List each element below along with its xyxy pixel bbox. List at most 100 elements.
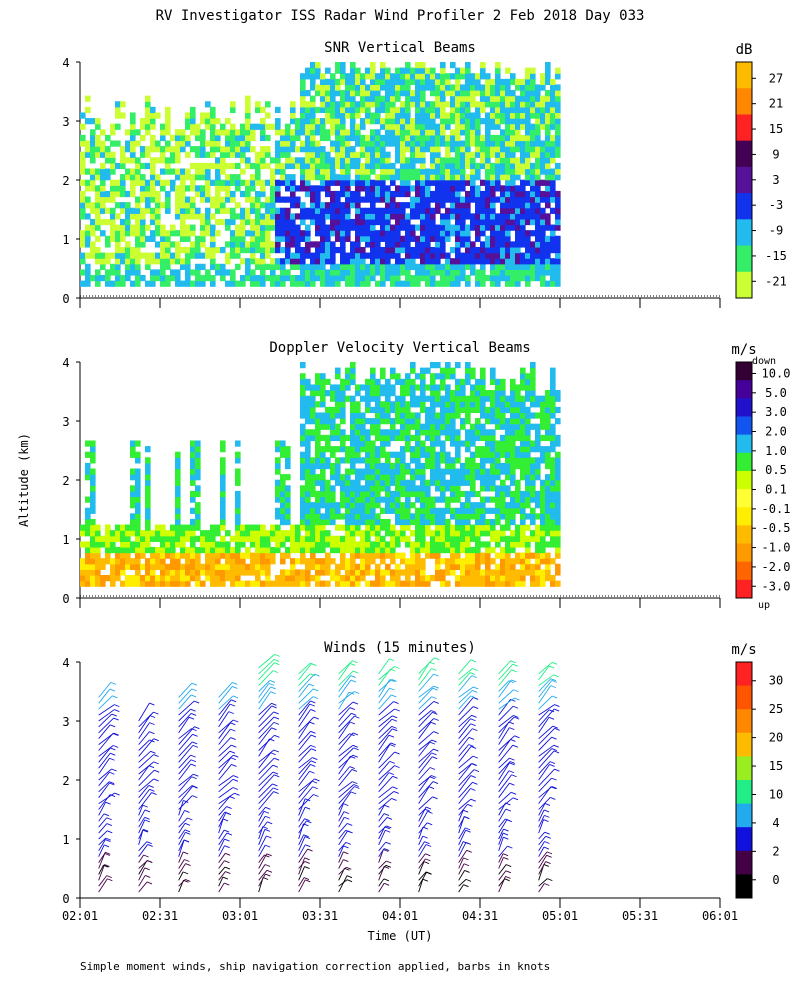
snr-cell [315,230,321,237]
doppler-cell [410,434,416,442]
doppler-cell [80,574,86,582]
doppler-cell [420,395,426,402]
snr-cell [205,112,211,119]
doppler-cell [500,440,506,447]
snr-cell [540,179,546,186]
snr-cell [305,118,311,125]
doppler-cell [490,401,496,408]
snr-cell [105,146,111,153]
snr-cell [470,118,476,125]
snr-cell [495,73,501,80]
snr-cell [355,230,361,237]
snr-cell [425,269,431,276]
snr-cell [535,162,541,170]
snr-cell [295,274,301,282]
snr-cell [300,84,306,91]
doppler-cell [530,395,536,402]
snr-cell [530,162,536,170]
snr-cell [310,67,316,74]
snr-cell [335,218,341,226]
snr-cell [105,258,111,265]
doppler-cell [515,485,521,492]
snr-cell [185,235,191,242]
snr-cell [115,241,121,248]
snr-cell [235,202,241,209]
doppler-cell [365,569,371,576]
colorbar-label: 21 [769,97,783,111]
snr-cell [540,162,546,170]
snr-cell [525,151,531,158]
snr-cell [380,84,386,91]
snr-cell [125,202,131,209]
snr-cell [285,179,291,186]
snr-cell [160,168,166,175]
doppler-cell [550,474,556,481]
doppler-cell [415,558,421,565]
doppler-cell [380,429,386,436]
snr-cell [525,241,531,248]
doppler-cell [345,518,351,526]
snr-cell [530,230,536,237]
snr-cell [425,84,431,91]
doppler-cell [455,406,461,414]
snr-cell [385,174,391,181]
snr-cell [530,140,536,147]
doppler-cell [315,451,321,458]
doppler-cell [445,390,451,397]
doppler-cell [365,384,371,391]
snr-cell [345,218,351,226]
doppler-cell [360,546,366,554]
snr-cell [155,174,161,181]
doppler-cell [335,395,341,402]
doppler-cell [370,423,376,430]
snr-cell [455,190,461,198]
snr-cell [90,179,96,186]
doppler-cell [375,569,381,576]
snr-cell [280,224,286,231]
snr-cell [385,196,391,203]
doppler-cell [310,434,316,442]
snr-cell [505,190,511,198]
snr-cell [405,202,411,209]
doppler-cell [495,507,501,514]
snr-cell [515,230,521,237]
snr-cell [220,146,226,153]
snr-cell [530,246,536,254]
snr-cell [210,162,216,170]
snr-cell [360,207,366,214]
snr-cell [85,252,91,259]
snr-cell [100,190,106,198]
doppler-cell [350,490,356,498]
doppler-cell [535,446,541,453]
snr-cell [210,106,216,114]
doppler-cell [335,367,341,374]
snr-cell [440,73,446,80]
snr-cell [360,78,366,86]
snr-cell [455,106,461,114]
snr-cell [435,73,441,80]
doppler-cell [455,384,461,391]
snr-cell [215,196,221,203]
snr-cell [550,190,556,198]
doppler-cell [550,440,556,447]
snr-cell [220,263,226,270]
doppler-cell [300,401,306,408]
snr-cell [325,185,331,192]
doppler-cell [270,530,276,537]
snr-cell [220,202,226,209]
snr-cell [475,123,481,130]
doppler-cell [445,401,451,408]
doppler-cell [335,479,341,486]
snr-cell [385,73,391,80]
snr-cell [525,179,531,186]
snr-cell [305,252,311,259]
doppler-cell [410,401,416,408]
doppler-cell [250,541,256,548]
snr-cell [385,101,391,108]
snr-cell [555,218,561,226]
snr-cell [425,73,431,80]
doppler-cell [525,462,531,470]
snr-cell [310,62,316,69]
snr-cell [425,207,431,214]
doppler-cell [215,569,221,576]
